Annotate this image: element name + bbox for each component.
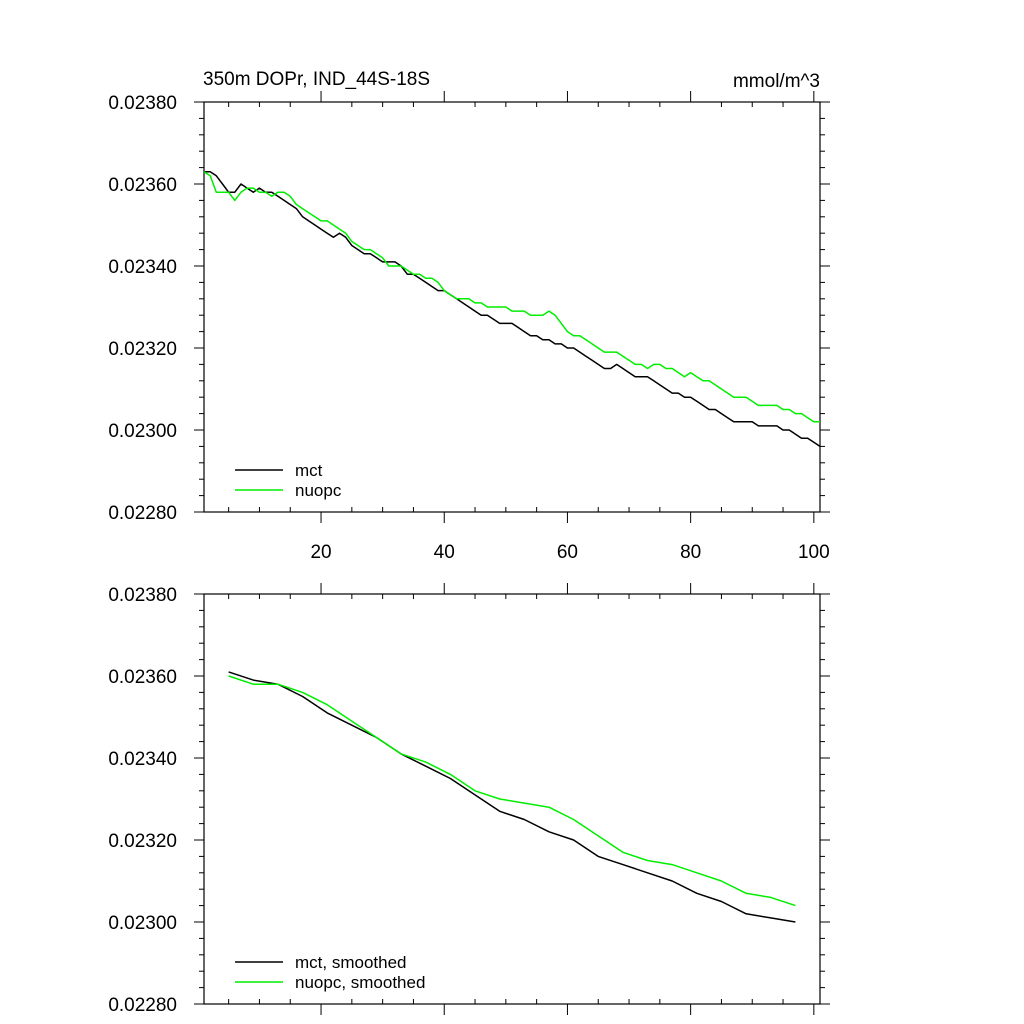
x-tick-label: 60 [557,542,578,563]
y-tick-label: 0.02300 [108,913,177,934]
plot-frame [203,593,821,1005]
top-panel: 350m DOPr, IND_44S-18S mmol/m^3 0.02280 0… [108,69,830,563]
y-tick-label: 0.02300 [108,421,177,442]
y-tick-label: 0.02340 [108,257,177,278]
chart-title: 350m DOPr, IND_44S-18S [203,69,430,90]
bottom-panel: 0.02280 0.02300 0.02320 0.02340 0.02360 0.023… [108,583,830,1016]
x-tick-label: 100 [798,542,830,563]
series-line-black [228,671,796,923]
plot-frame [203,101,821,513]
x-tick-label: 40 [434,542,455,563]
y-tick-label: 0.02380 [108,585,177,606]
x-tick-label: 20 [310,542,331,563]
series-line-green [203,171,820,423]
y-tick-label: 0.02280 [108,995,177,1016]
series-line-green [228,675,796,907]
legend-label: nuopc [295,481,342,500]
y-tick-label: 0.02320 [108,339,177,360]
y-tick-label: 0.02340 [108,749,177,770]
y-tick-label: 0.02360 [108,667,177,688]
x-tick-label: 80 [680,542,701,563]
units-label: mmol/m^3 [733,71,820,92]
y-tick-label: 0.02320 [108,831,177,852]
legend-label: mct [295,461,323,480]
y-tick-label: 0.02280 [108,503,177,524]
legend-label: mct, smoothed [295,953,407,972]
y-tick-label: 0.02360 [108,175,177,196]
series-line-black [204,170,821,448]
legend-label: nuopc, smoothed [295,973,425,992]
y-tick-label: 0.02380 [108,93,177,114]
